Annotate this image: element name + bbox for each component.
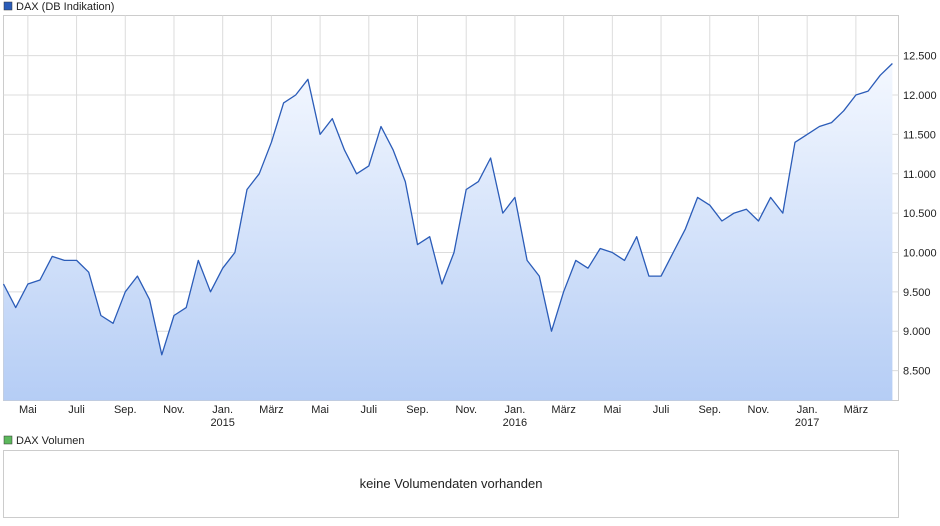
- legend-label: DAX Volumen: [16, 435, 84, 447]
- x-tick-label: Mai: [19, 404, 37, 416]
- x-tick-label: Mai: [603, 404, 621, 416]
- x-tick-label: Juli: [653, 404, 670, 416]
- y-tick-label: 12.500: [903, 51, 937, 63]
- y-tick-label: 8.500: [903, 366, 931, 378]
- x-tick-label: Jan. 2017: [795, 404, 819, 429]
- legend-label: DAX (DB Indikation): [16, 1, 114, 13]
- x-tick-label: Mai: [311, 404, 329, 416]
- y-tick-label: 9.500: [903, 287, 931, 299]
- x-tick-label: März: [844, 404, 868, 416]
- x-tick-label: Juli: [68, 404, 85, 416]
- x-tick-label: Sep.: [114, 404, 137, 416]
- x-tick-label: Sep.: [406, 404, 429, 416]
- x-tick-label: März: [259, 404, 283, 416]
- legend-swatch: [3, 1, 13, 11]
- area: [3, 63, 893, 401]
- y-tick-label: 9.000: [903, 326, 931, 338]
- line: [2, 63, 893, 356]
- y-tick-label: 12.000: [903, 90, 937, 102]
- x-tick-label: Jan. 2015: [210, 404, 234, 429]
- y-tick-label: 10.000: [903, 247, 937, 259]
- x-tick-label: Juli: [361, 404, 378, 416]
- x-tick-label: Nov.: [748, 404, 770, 416]
- x-tick-label: Sep.: [698, 404, 721, 416]
- legend-swatch: [3, 435, 13, 445]
- y-tick-label: 10.500: [903, 208, 937, 220]
- y-tick-label: 11.000: [903, 169, 936, 181]
- x-tick-label: Jan. 2016: [503, 404, 527, 429]
- y-tick-label: 11.500: [903, 129, 936, 141]
- volume-frame: [3, 450, 899, 518]
- x-tick-label: März: [551, 404, 575, 416]
- x-tick-label: Nov.: [455, 404, 477, 416]
- no-data-note: keine Volumendaten vorhanden: [360, 476, 543, 491]
- x-tick-label: Nov.: [163, 404, 185, 416]
